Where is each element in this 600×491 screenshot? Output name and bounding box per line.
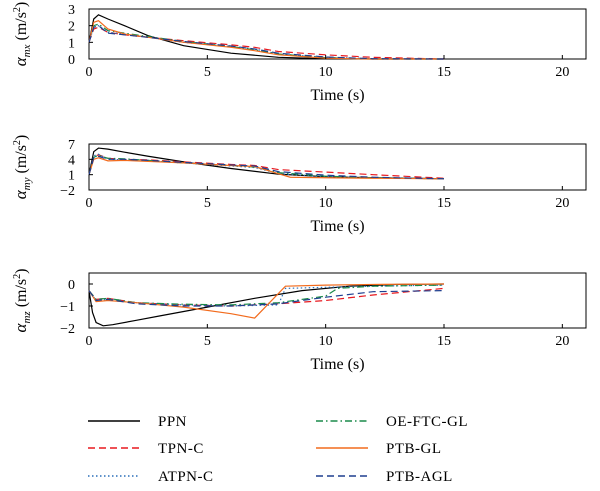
legend-label: PPN [158,414,187,430]
y-tick-label: 2 [68,20,75,35]
y-tick-label: 0 [68,278,75,293]
series-group [88,14,445,60]
x-tick-label: 5 [204,334,211,349]
x-tick-label: 0 [86,334,93,349]
x-axis-label: Time (s) [310,218,364,235]
legend-label: PTB-GL [386,441,442,457]
x-tick-label: 20 [555,334,569,349]
y-tick-label: 1 [68,36,75,51]
x-tick-label: 15 [437,196,451,211]
x-tick-label: 20 [555,65,569,80]
series-line-ptb-gl [88,157,445,180]
series-line-oe-ftc-gl [88,284,445,306]
y-axis-label: αmy (m/s2) [11,135,33,200]
x-tick-label: 0 [86,65,93,80]
plot-frame [88,8,587,60]
y-tick-label: 1 [68,169,75,184]
x-tick-label: 10 [319,334,333,349]
x-tick-label: 5 [204,65,211,80]
x-tick-label: 20 [555,196,569,211]
series-line-oe-ftc-gl [88,23,444,60]
y-tick-label: −2 [60,322,75,337]
legend-label: TPN-C [158,441,204,457]
legend-item-ptb-agl: PTB-AGL [316,469,453,485]
x-axis-label: Time (s) [310,87,364,104]
x-tick-label: 15 [437,65,451,80]
y-axis-label: αmz (m/s2) [11,269,33,333]
y-tick-label: 3 [68,3,75,18]
legend-item-tpn-c: TPN-C [88,441,204,457]
series-line-oe-ftc-gl [88,154,445,180]
legend-label: ATPN-C [158,469,214,485]
legend-item-ppn: PPN [88,414,187,430]
y-tick-label: 0 [68,53,75,68]
series-line-ptb-agl [88,24,445,60]
x-tick-label: 5 [204,196,211,211]
x-axis-label: Time (s) [310,356,364,373]
legend: PPN TPN-C ATPN-C OE-FTC-GL PTB-GL PTB-AGL [88,414,468,485]
legend-label: OE-FTC-GL [386,414,468,430]
x-tick-label: 0 [86,196,93,211]
plot-frame [88,272,587,329]
series-line-tpn-c [88,26,445,60]
x-tick-label: 10 [319,65,333,80]
legend-item-oe-ftc-gl: OE-FTC-GL [316,414,468,430]
y-tick-label: 4 [68,153,75,168]
plot-frame [88,143,587,191]
chart-panel-3: 0 5 10 15 20 −2 −1 0 Time (s) αmz (m/s2) [11,269,587,373]
series-group [88,283,445,327]
series-line-ptb-agl [88,290,445,307]
y-tick-label: 7 [68,138,75,153]
y-tick-label: −1 [60,300,75,315]
x-tick-label: 15 [437,334,451,349]
legend-item-ptb-gl: PTB-GL [316,441,442,457]
series-line-ptb-gl [88,19,444,60]
series-group [88,147,445,180]
legend-label: PTB-AGL [386,469,453,485]
x-tick-label: 10 [319,196,333,211]
series-line-ptb-agl [88,155,445,180]
series-line-atpn-c [88,25,445,60]
series-line-ptb-gl [88,283,445,319]
series-line-tpn-c [88,154,445,179]
series-line-atpn-c [88,284,445,307]
series-line-atpn-c [88,153,445,180]
series-line-ppn [88,147,445,180]
y-tick-label: −2 [60,184,75,199]
y-axis-label: αmx (m/s2) [11,2,33,67]
legend-item-atpn-c: ATPN-C [88,469,214,485]
